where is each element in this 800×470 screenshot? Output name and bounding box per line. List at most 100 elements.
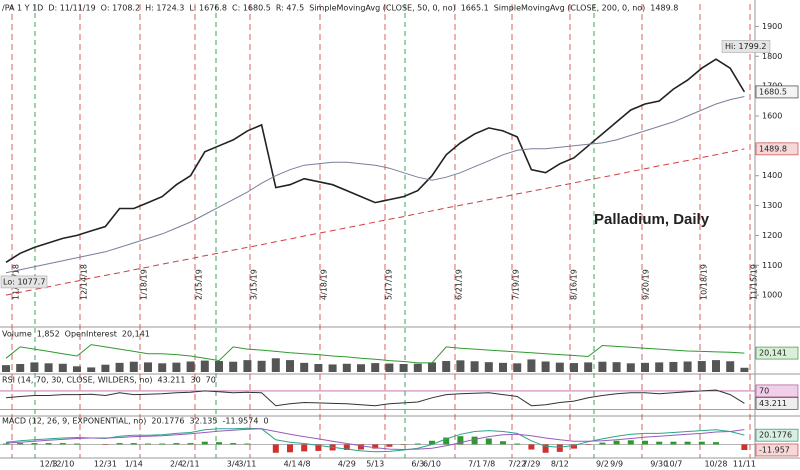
volume-bar bbox=[58, 363, 67, 372]
date-line-label: 2/15/19 bbox=[195, 269, 204, 300]
volume-bar bbox=[271, 358, 280, 372]
volume-bar bbox=[73, 366, 81, 372]
volume-bar bbox=[456, 360, 465, 372]
legend-text: 32.135 bbox=[189, 417, 217, 426]
histogram-bar bbox=[613, 440, 620, 445]
histogram-bar bbox=[443, 437, 450, 445]
right-label-box bbox=[755, 384, 799, 398]
series-line bbox=[5, 427, 745, 453]
volume-bar bbox=[712, 360, 720, 372]
volume-bar bbox=[286, 360, 294, 372]
volume-bar bbox=[314, 364, 323, 372]
legend-text: 0 bbox=[263, 417, 268, 426]
legend-text: O: 1708.2 bbox=[101, 4, 140, 13]
x-tick-label: 8/12 bbox=[551, 460, 569, 469]
volume-bar bbox=[683, 361, 692, 372]
legend-text: SimpleMovingAvg (CLOSE, 200, 0, no) bbox=[494, 4, 646, 13]
y-tick-label: 1100 bbox=[762, 261, 782, 270]
volume-bar bbox=[413, 363, 422, 372]
volume-bar bbox=[30, 362, 39, 372]
volume-bar bbox=[87, 367, 96, 372]
volume-bar bbox=[257, 360, 266, 372]
volume-bar bbox=[669, 361, 678, 372]
right-label-box bbox=[755, 428, 799, 442]
right-label-box bbox=[755, 142, 799, 156]
annotation-box bbox=[0, 275, 48, 289]
x-tick-label: 3/4 bbox=[227, 460, 240, 469]
legend-text: H: 1724.3 bbox=[145, 4, 184, 13]
volume-bar bbox=[16, 364, 25, 372]
right-label: 1680.5 bbox=[759, 87, 787, 96]
x-tick-label: 5/13 bbox=[366, 460, 384, 469]
annotation: Lo: 1077.7 bbox=[3, 277, 45, 286]
histogram-bar bbox=[230, 443, 237, 445]
y-tick-label: 1600 bbox=[762, 111, 782, 120]
date-line-label: 12/14/18 bbox=[80, 264, 89, 300]
histogram-bar bbox=[741, 444, 748, 450]
histogram-bar bbox=[713, 442, 719, 445]
histogram-bar bbox=[343, 444, 350, 450]
x-tick-label: 9/2 bbox=[596, 460, 609, 469]
legend-text: 1489.8 bbox=[650, 4, 678, 13]
x-tick-label: 7/22 bbox=[508, 460, 526, 469]
histogram-bar bbox=[500, 441, 506, 445]
histogram-bar bbox=[599, 442, 606, 445]
volume-bar bbox=[527, 359, 536, 372]
histogram-bar bbox=[429, 440, 435, 445]
volume-bar bbox=[626, 363, 635, 372]
x-tick-label: 9/30 bbox=[650, 460, 668, 469]
volume-bar bbox=[243, 360, 252, 372]
volume-bar bbox=[158, 363, 167, 372]
y-tick-label: 1200 bbox=[762, 231, 782, 240]
legend-text: 1,852 bbox=[37, 330, 60, 339]
histogram-bar bbox=[358, 444, 364, 450]
volume-bar bbox=[655, 362, 664, 372]
volume-bar bbox=[570, 363, 578, 372]
histogram-bar bbox=[216, 442, 222, 445]
volume-bar bbox=[399, 364, 408, 372]
volume-bar bbox=[541, 361, 550, 372]
legend-text: 1665.1 bbox=[461, 4, 489, 13]
legend-text: R: 47.5 bbox=[276, 4, 304, 13]
series-line bbox=[5, 148, 745, 296]
date-line-label: 1/18/19 bbox=[140, 269, 149, 300]
histogram-bar bbox=[542, 444, 549, 453]
x-tick-label: 2/11 bbox=[182, 460, 200, 469]
histogram-bar bbox=[471, 436, 478, 445]
volume-bar bbox=[697, 361, 706, 372]
right-label-box bbox=[755, 85, 799, 99]
volume-bar bbox=[101, 364, 110, 372]
volume-bar bbox=[371, 363, 380, 372]
x-tick-label: 2/4 bbox=[170, 460, 183, 469]
date-line-label: 4/18/19 bbox=[320, 269, 329, 300]
volume-bar bbox=[229, 361, 238, 372]
legend-text: D: 11/11/19 bbox=[48, 4, 95, 13]
right-label: 1489.8 bbox=[759, 144, 787, 153]
right-label: 20,141 bbox=[759, 349, 787, 358]
right-label: 70 bbox=[759, 386, 769, 395]
histogram-bar bbox=[301, 444, 308, 452]
legend-text: 70 bbox=[206, 376, 216, 385]
histogram-bar bbox=[3, 443, 9, 445]
histogram-bar bbox=[556, 444, 563, 452]
right-label-box bbox=[755, 346, 799, 360]
histogram-bar bbox=[698, 441, 705, 445]
series-line bbox=[5, 58, 746, 263]
x-tick-label: 10/7 bbox=[664, 460, 682, 469]
legend-text: 20,141 bbox=[122, 330, 150, 339]
histogram-bar bbox=[372, 444, 379, 449]
date-line-label: 10/18/19 bbox=[700, 264, 709, 300]
histogram-bar bbox=[670, 441, 677, 445]
volume-bar bbox=[186, 361, 195, 372]
volume-bar bbox=[484, 362, 493, 372]
legend-text: -11.9574 bbox=[222, 417, 258, 426]
histogram-bar bbox=[528, 444, 535, 450]
volume-bar bbox=[44, 363, 53, 372]
volume-bar bbox=[172, 362, 181, 372]
x-tick-label: 12/31 bbox=[94, 460, 117, 469]
y-tick-label: 1400 bbox=[762, 171, 782, 180]
x-tick-label: 7/29 bbox=[522, 460, 540, 469]
volume-bar bbox=[726, 361, 735, 372]
